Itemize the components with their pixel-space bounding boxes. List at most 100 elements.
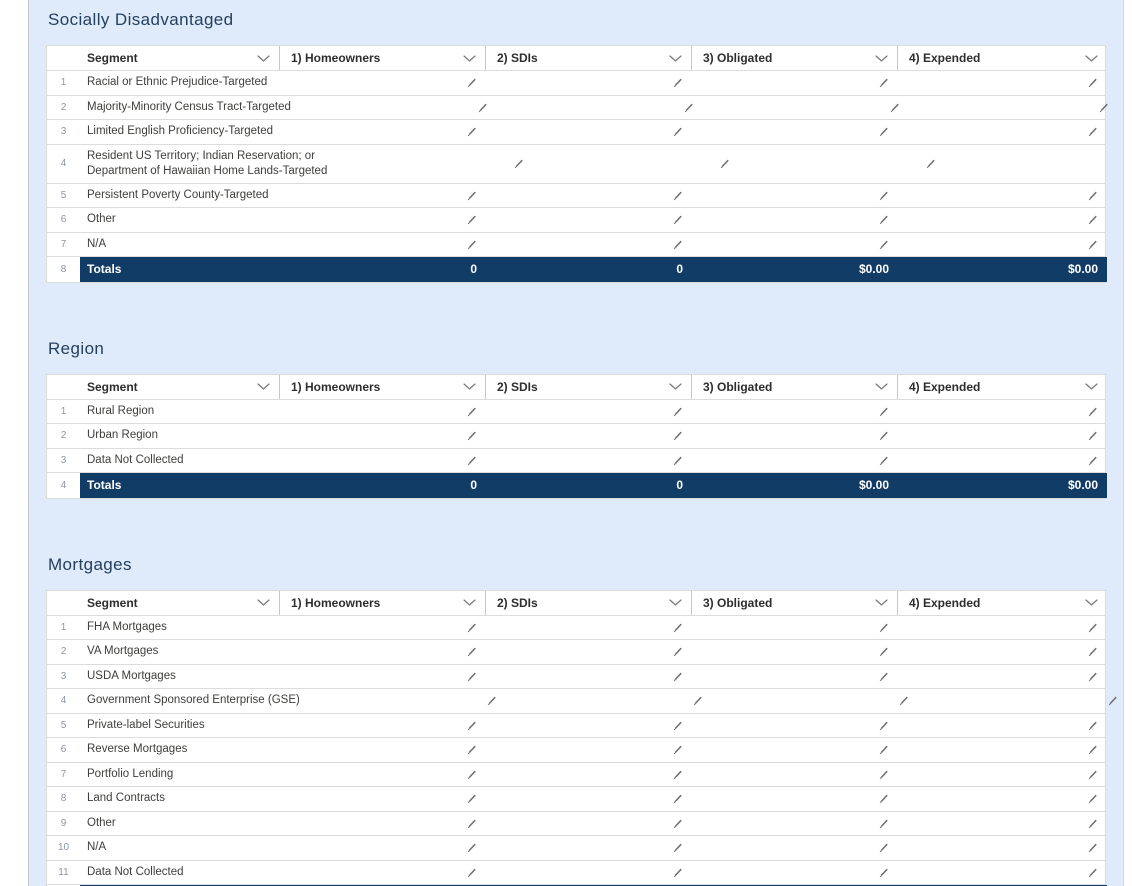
chevron-down-icon[interactable] xyxy=(875,54,888,62)
pencil-edit-icon[interactable] xyxy=(878,818,889,829)
pencil-edit-icon[interactable] xyxy=(898,695,909,706)
pencil-edit-icon[interactable] xyxy=(878,867,889,878)
pencil-edit-icon[interactable] xyxy=(672,842,683,853)
pencil-edit-icon[interactable] xyxy=(719,158,730,169)
pencil-edit-icon[interactable] xyxy=(672,214,683,225)
chevron-down-icon[interactable] xyxy=(257,383,270,390)
chevron-down-icon[interactable] xyxy=(257,599,270,606)
chevron-down-icon[interactable] xyxy=(1085,383,1098,390)
pencil-edit-icon[interactable] xyxy=(672,77,683,88)
pencil-edit-icon[interactable] xyxy=(1087,406,1098,417)
pencil-edit-icon[interactable] xyxy=(1087,720,1098,731)
pencil-edit-icon[interactable] xyxy=(672,430,683,441)
pencil-edit-icon[interactable] xyxy=(466,77,477,88)
pencil-edit-icon[interactable] xyxy=(672,867,683,878)
chevron-down-icon[interactable] xyxy=(1085,54,1098,62)
pencil-edit-icon[interactable] xyxy=(466,455,477,466)
chevron-down-icon[interactable] xyxy=(669,383,682,390)
pencil-edit-icon[interactable] xyxy=(513,158,524,169)
pencil-edit-icon[interactable] xyxy=(672,455,683,466)
pencil-edit-icon[interactable] xyxy=(466,239,477,250)
pencil-edit-icon[interactable] xyxy=(1087,671,1098,682)
pencil-edit-icon[interactable] xyxy=(1087,744,1098,755)
pencil-edit-icon[interactable] xyxy=(1087,430,1098,441)
pencil-edit-icon[interactable] xyxy=(683,102,694,113)
pencil-edit-icon[interactable] xyxy=(466,720,477,731)
pencil-edit-icon[interactable] xyxy=(466,842,477,853)
pencil-edit-icon[interactable] xyxy=(878,430,889,441)
pencil-edit-icon[interactable] xyxy=(1087,239,1098,250)
pencil-edit-icon[interactable] xyxy=(466,744,477,755)
pencil-edit-icon[interactable] xyxy=(672,720,683,731)
pencil-edit-icon[interactable] xyxy=(1087,867,1098,878)
chevron-down-icon[interactable] xyxy=(669,54,682,62)
pencil-edit-icon[interactable] xyxy=(878,769,889,780)
pencil-edit-icon[interactable] xyxy=(466,430,477,441)
pencil-edit-icon[interactable] xyxy=(878,406,889,417)
pencil-edit-icon[interactable] xyxy=(466,818,477,829)
chevron-down-icon[interactable] xyxy=(875,383,888,390)
pencil-edit-icon[interactable] xyxy=(477,102,488,113)
editable-value-cell xyxy=(280,616,486,640)
pencil-edit-icon[interactable] xyxy=(1087,622,1098,633)
pencil-edit-icon[interactable] xyxy=(878,190,889,201)
pencil-edit-icon[interactable] xyxy=(878,77,889,88)
pencil-edit-icon[interactable] xyxy=(1087,769,1098,780)
pencil-edit-icon[interactable] xyxy=(466,671,477,682)
pencil-edit-icon[interactable] xyxy=(486,695,497,706)
pencil-edit-icon[interactable] xyxy=(672,744,683,755)
pencil-edit-icon[interactable] xyxy=(672,671,683,682)
pencil-edit-icon[interactable] xyxy=(466,126,477,137)
pencil-edit-icon[interactable] xyxy=(466,214,477,225)
pencil-edit-icon[interactable] xyxy=(878,214,889,225)
pencil-edit-icon[interactable] xyxy=(672,793,683,804)
pencil-edit-icon[interactable] xyxy=(466,793,477,804)
pencil-edit-icon[interactable] xyxy=(672,406,683,417)
table-row: 1 Racial or Ethnic Prejudice-Targeted xyxy=(47,71,1105,96)
pencil-edit-icon[interactable] xyxy=(466,622,477,633)
pencil-edit-icon[interactable] xyxy=(466,867,477,878)
pencil-edit-icon[interactable] xyxy=(878,622,889,633)
pencil-edit-icon[interactable] xyxy=(672,818,683,829)
chevron-down-icon[interactable] xyxy=(463,54,476,62)
pencil-edit-icon[interactable] xyxy=(672,239,683,250)
pencil-edit-icon[interactable] xyxy=(878,239,889,250)
chevron-down-icon[interactable] xyxy=(669,599,682,606)
pencil-edit-icon[interactable] xyxy=(878,671,889,682)
pencil-edit-icon[interactable] xyxy=(1087,818,1098,829)
pencil-edit-icon[interactable] xyxy=(878,455,889,466)
pencil-edit-icon[interactable] xyxy=(466,190,477,201)
pencil-edit-icon[interactable] xyxy=(878,126,889,137)
pencil-edit-icon[interactable] xyxy=(672,126,683,137)
pencil-edit-icon[interactable] xyxy=(1107,695,1118,706)
pencil-edit-icon[interactable] xyxy=(1087,190,1098,201)
pencil-edit-icon[interactable] xyxy=(672,622,683,633)
pencil-edit-icon[interactable] xyxy=(692,695,703,706)
chevron-down-icon[interactable] xyxy=(463,599,476,606)
pencil-edit-icon[interactable] xyxy=(878,744,889,755)
chevron-down-icon[interactable] xyxy=(257,54,270,62)
chevron-down-icon[interactable] xyxy=(1085,599,1098,606)
chevron-down-icon[interactable] xyxy=(875,599,888,606)
pencil-edit-icon[interactable] xyxy=(1087,77,1098,88)
pencil-edit-icon[interactable] xyxy=(672,646,683,657)
pencil-edit-icon[interactable] xyxy=(672,769,683,780)
pencil-edit-icon[interactable] xyxy=(1098,102,1109,113)
pencil-edit-icon[interactable] xyxy=(466,646,477,657)
pencil-edit-icon[interactable] xyxy=(878,720,889,731)
pencil-edit-icon[interactable] xyxy=(878,842,889,853)
pencil-edit-icon[interactable] xyxy=(672,190,683,201)
pencil-edit-icon[interactable] xyxy=(1087,455,1098,466)
pencil-edit-icon[interactable] xyxy=(1087,126,1098,137)
pencil-edit-icon[interactable] xyxy=(1087,842,1098,853)
pencil-edit-icon[interactable] xyxy=(466,769,477,780)
pencil-edit-icon[interactable] xyxy=(1087,646,1098,657)
pencil-edit-icon[interactable] xyxy=(878,646,889,657)
pencil-edit-icon[interactable] xyxy=(1087,793,1098,804)
pencil-edit-icon[interactable] xyxy=(1087,214,1098,225)
pencil-edit-icon[interactable] xyxy=(925,158,936,169)
pencil-edit-icon[interactable] xyxy=(466,406,477,417)
pencil-edit-icon[interactable] xyxy=(889,102,900,113)
pencil-edit-icon[interactable] xyxy=(878,793,889,804)
chevron-down-icon[interactable] xyxy=(463,383,476,390)
